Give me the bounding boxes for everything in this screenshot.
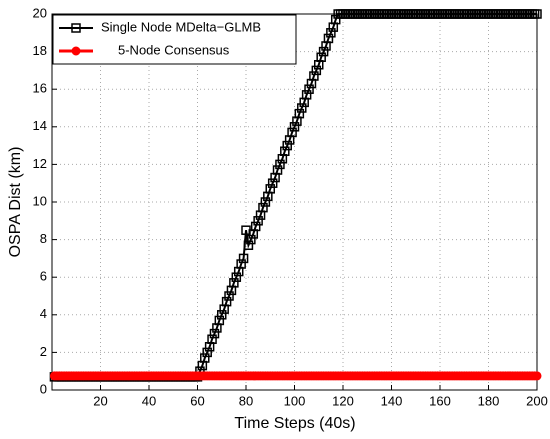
marker: [532, 371, 542, 381]
marker: [265, 184, 275, 194]
marker: [258, 202, 268, 213]
marker: [246, 234, 256, 245]
marker: [282, 140, 292, 151]
y-tick-label: 16: [33, 81, 47, 96]
y-tick-label: 8: [40, 231, 47, 246]
marker: [330, 14, 341, 25]
y-tick-label: 20: [33, 5, 47, 20]
marker: [318, 46, 329, 57]
legend: Single Node MDelta−GLMB 5-Node Consensus: [52, 14, 297, 65]
marker: [304, 84, 314, 94]
marker: [207, 334, 217, 344]
marker: [243, 240, 254, 250]
y-tick-label: 4: [40, 306, 47, 321]
marker: [209, 328, 220, 339]
marker: [280, 146, 290, 156]
marker: [297, 103, 307, 113]
y-tick-label: 12: [33, 156, 47, 171]
marker: [200, 353, 210, 363]
marker: [71, 46, 81, 56]
x-tick-label: 140: [381, 393, 403, 408]
x-tick-label: 100: [284, 393, 306, 408]
marker: [224, 291, 234, 301]
x-tick-label: 160: [429, 393, 451, 408]
marker: [309, 71, 319, 81]
marker: [71, 23, 81, 33]
y-tick-label: 6: [40, 269, 47, 284]
legend-box: [52, 14, 297, 65]
y-tick-label: 14: [33, 118, 47, 133]
x-tick-label: 80: [239, 393, 253, 408]
x-tick-label: 20: [93, 393, 107, 408]
x-tick-label: 60: [190, 393, 204, 408]
legend-label: 5-Node Consensus: [118, 42, 230, 57]
marker: [214, 315, 225, 326]
marker: [311, 65, 322, 76]
marker: [267, 178, 278, 188]
x-tick-label: 120: [332, 393, 354, 408]
series: [49, 371, 542, 381]
marker: [289, 122, 300, 132]
x-tick-label: 180: [478, 393, 500, 408]
legend-label: Single Node MDelta−GLMB: [101, 19, 261, 34]
marker: [202, 347, 212, 358]
marker: [231, 272, 242, 282]
marker: [229, 278, 239, 288]
marker: [532, 9, 542, 19]
series: [49, 9, 542, 382]
marker: [236, 259, 246, 269]
marker: [217, 310, 227, 320]
y-axis-label: OSPA Dist (km): [7, 147, 24, 258]
plot-frame: [51, 13, 538, 391]
marker: [301, 90, 312, 100]
x-tick-label: 200: [526, 393, 548, 408]
marker: [316, 52, 326, 62]
marker: [253, 216, 263, 226]
marker: [287, 127, 297, 138]
marker: [294, 108, 305, 119]
y-tick-label: 10: [33, 193, 47, 208]
x-axis-label: Time Steps (40s): [234, 415, 355, 432]
marker: [326, 28, 336, 38]
marker: [238, 253, 249, 264]
marker: [250, 221, 261, 232]
y-tick-label: 18: [33, 43, 47, 58]
marker: [221, 296, 232, 307]
marker: [275, 159, 285, 170]
marker: [260, 197, 271, 207]
y-tick-label: 2: [40, 344, 47, 359]
y-tick-label: 0: [40, 381, 47, 396]
marker: [323, 33, 334, 44]
marker: [272, 165, 283, 175]
x-tick-label: 40: [142, 393, 156, 408]
